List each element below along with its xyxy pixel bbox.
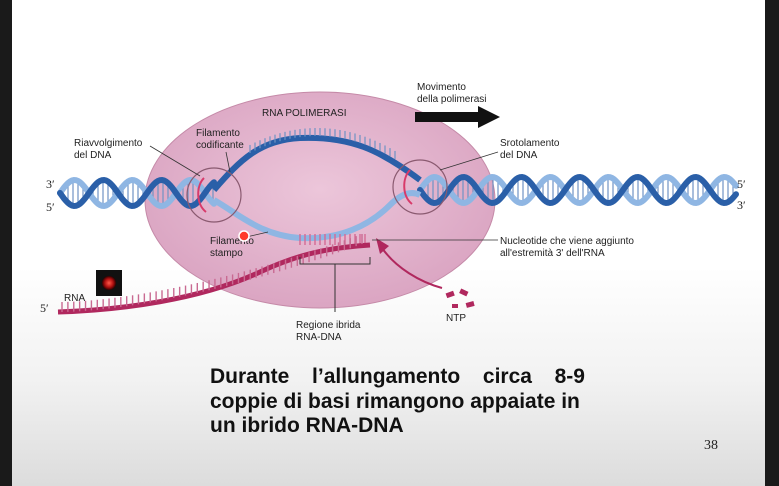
slide-caption: Durante l’allungamento circa 8-9 coppie … (210, 365, 585, 439)
nucleotide-label-line1: Nucleotide che viene aggiunto (500, 236, 634, 247)
coding-strand-label-line2: codificante (196, 140, 244, 151)
hybrid-label-line2: RNA-DNA (296, 332, 342, 343)
movement-label-line1: Movimento (417, 82, 466, 93)
transcription-bubble (211, 128, 422, 245)
leader-lines (149, 145, 499, 241)
rewinding-site-circle (186, 167, 242, 223)
recording-dot-icon (102, 276, 116, 290)
template-strand (212, 190, 422, 242)
rna-backbone (57, 242, 371, 315)
template-strand-label-line2: stampo (210, 248, 243, 259)
movement-label-line2: della polimerasi (417, 94, 486, 105)
dna-strand-dark (57, 176, 217, 210)
coding-strand-label-line1: Filamento (196, 128, 240, 139)
pointer-cursor-icon (238, 230, 250, 242)
rewinding-label-line1: Riavvolgimento (74, 138, 143, 149)
left-frame-bar (0, 0, 12, 486)
caption-word-4: 8-9 (554, 365, 585, 388)
caption-word-3: circa (482, 365, 532, 388)
dna-strand-light (417, 173, 739, 207)
caption-word-1: Durante (210, 365, 290, 388)
ntp-label: NTP (446, 313, 466, 324)
caption-line-3: un ibrido RNA-DNA (210, 414, 404, 437)
dna-strand-light (57, 176, 217, 210)
rewinding-label-line2: del DNA (74, 150, 112, 161)
rna-5prime-end: 5′ (40, 301, 49, 315)
page-number: 38 (704, 438, 718, 453)
ntp-incoming-arrow-icon (381, 247, 443, 289)
rna-label: RNA (64, 293, 85, 304)
ntp-arrow-head-icon (376, 238, 389, 254)
hybrid-region-bracket (299, 257, 371, 312)
caption-line-2: coppie di basi rimangono appaiate in (210, 389, 580, 413)
dna-3prime-left: 3′ (46, 177, 55, 191)
dna-5prime-left: 5′ (46, 200, 55, 214)
movement-arrow-icon (415, 106, 500, 128)
dna-strand-dark (417, 173, 739, 207)
rna-transcript (57, 234, 371, 315)
ntp-molecules-icon (445, 288, 475, 308)
unwinding-label-line1: Srotolamento (500, 138, 560, 149)
dna-3prime-right: 3′ (737, 198, 746, 212)
unwinding-site-circle (392, 159, 448, 215)
dna-double-helix-left (57, 176, 217, 210)
hybrid-label-line1: Regione ibrida (296, 320, 361, 331)
caption-word-2: l’allungamento (312, 365, 461, 388)
unwinding-rotation-arrow-icon (403, 169, 413, 205)
dna-5prime-right: 5′ (737, 177, 746, 191)
dna-double-helix-right (417, 173, 739, 207)
caption-line-1: Durante l’allungamento circa 8-9 (210, 365, 585, 390)
enzyme-label: RNA POLIMERASI (262, 108, 346, 119)
coding-strand (211, 134, 422, 192)
unwinding-label-line2: del DNA (500, 150, 538, 161)
right-frame-bar (765, 0, 779, 486)
rewinding-rotation-arrow-icon (197, 177, 207, 213)
template-strand-label-line1: Filamento (210, 236, 254, 247)
nucleotide-label-line2: all'estremità 3' dell'RNA (500, 248, 605, 259)
